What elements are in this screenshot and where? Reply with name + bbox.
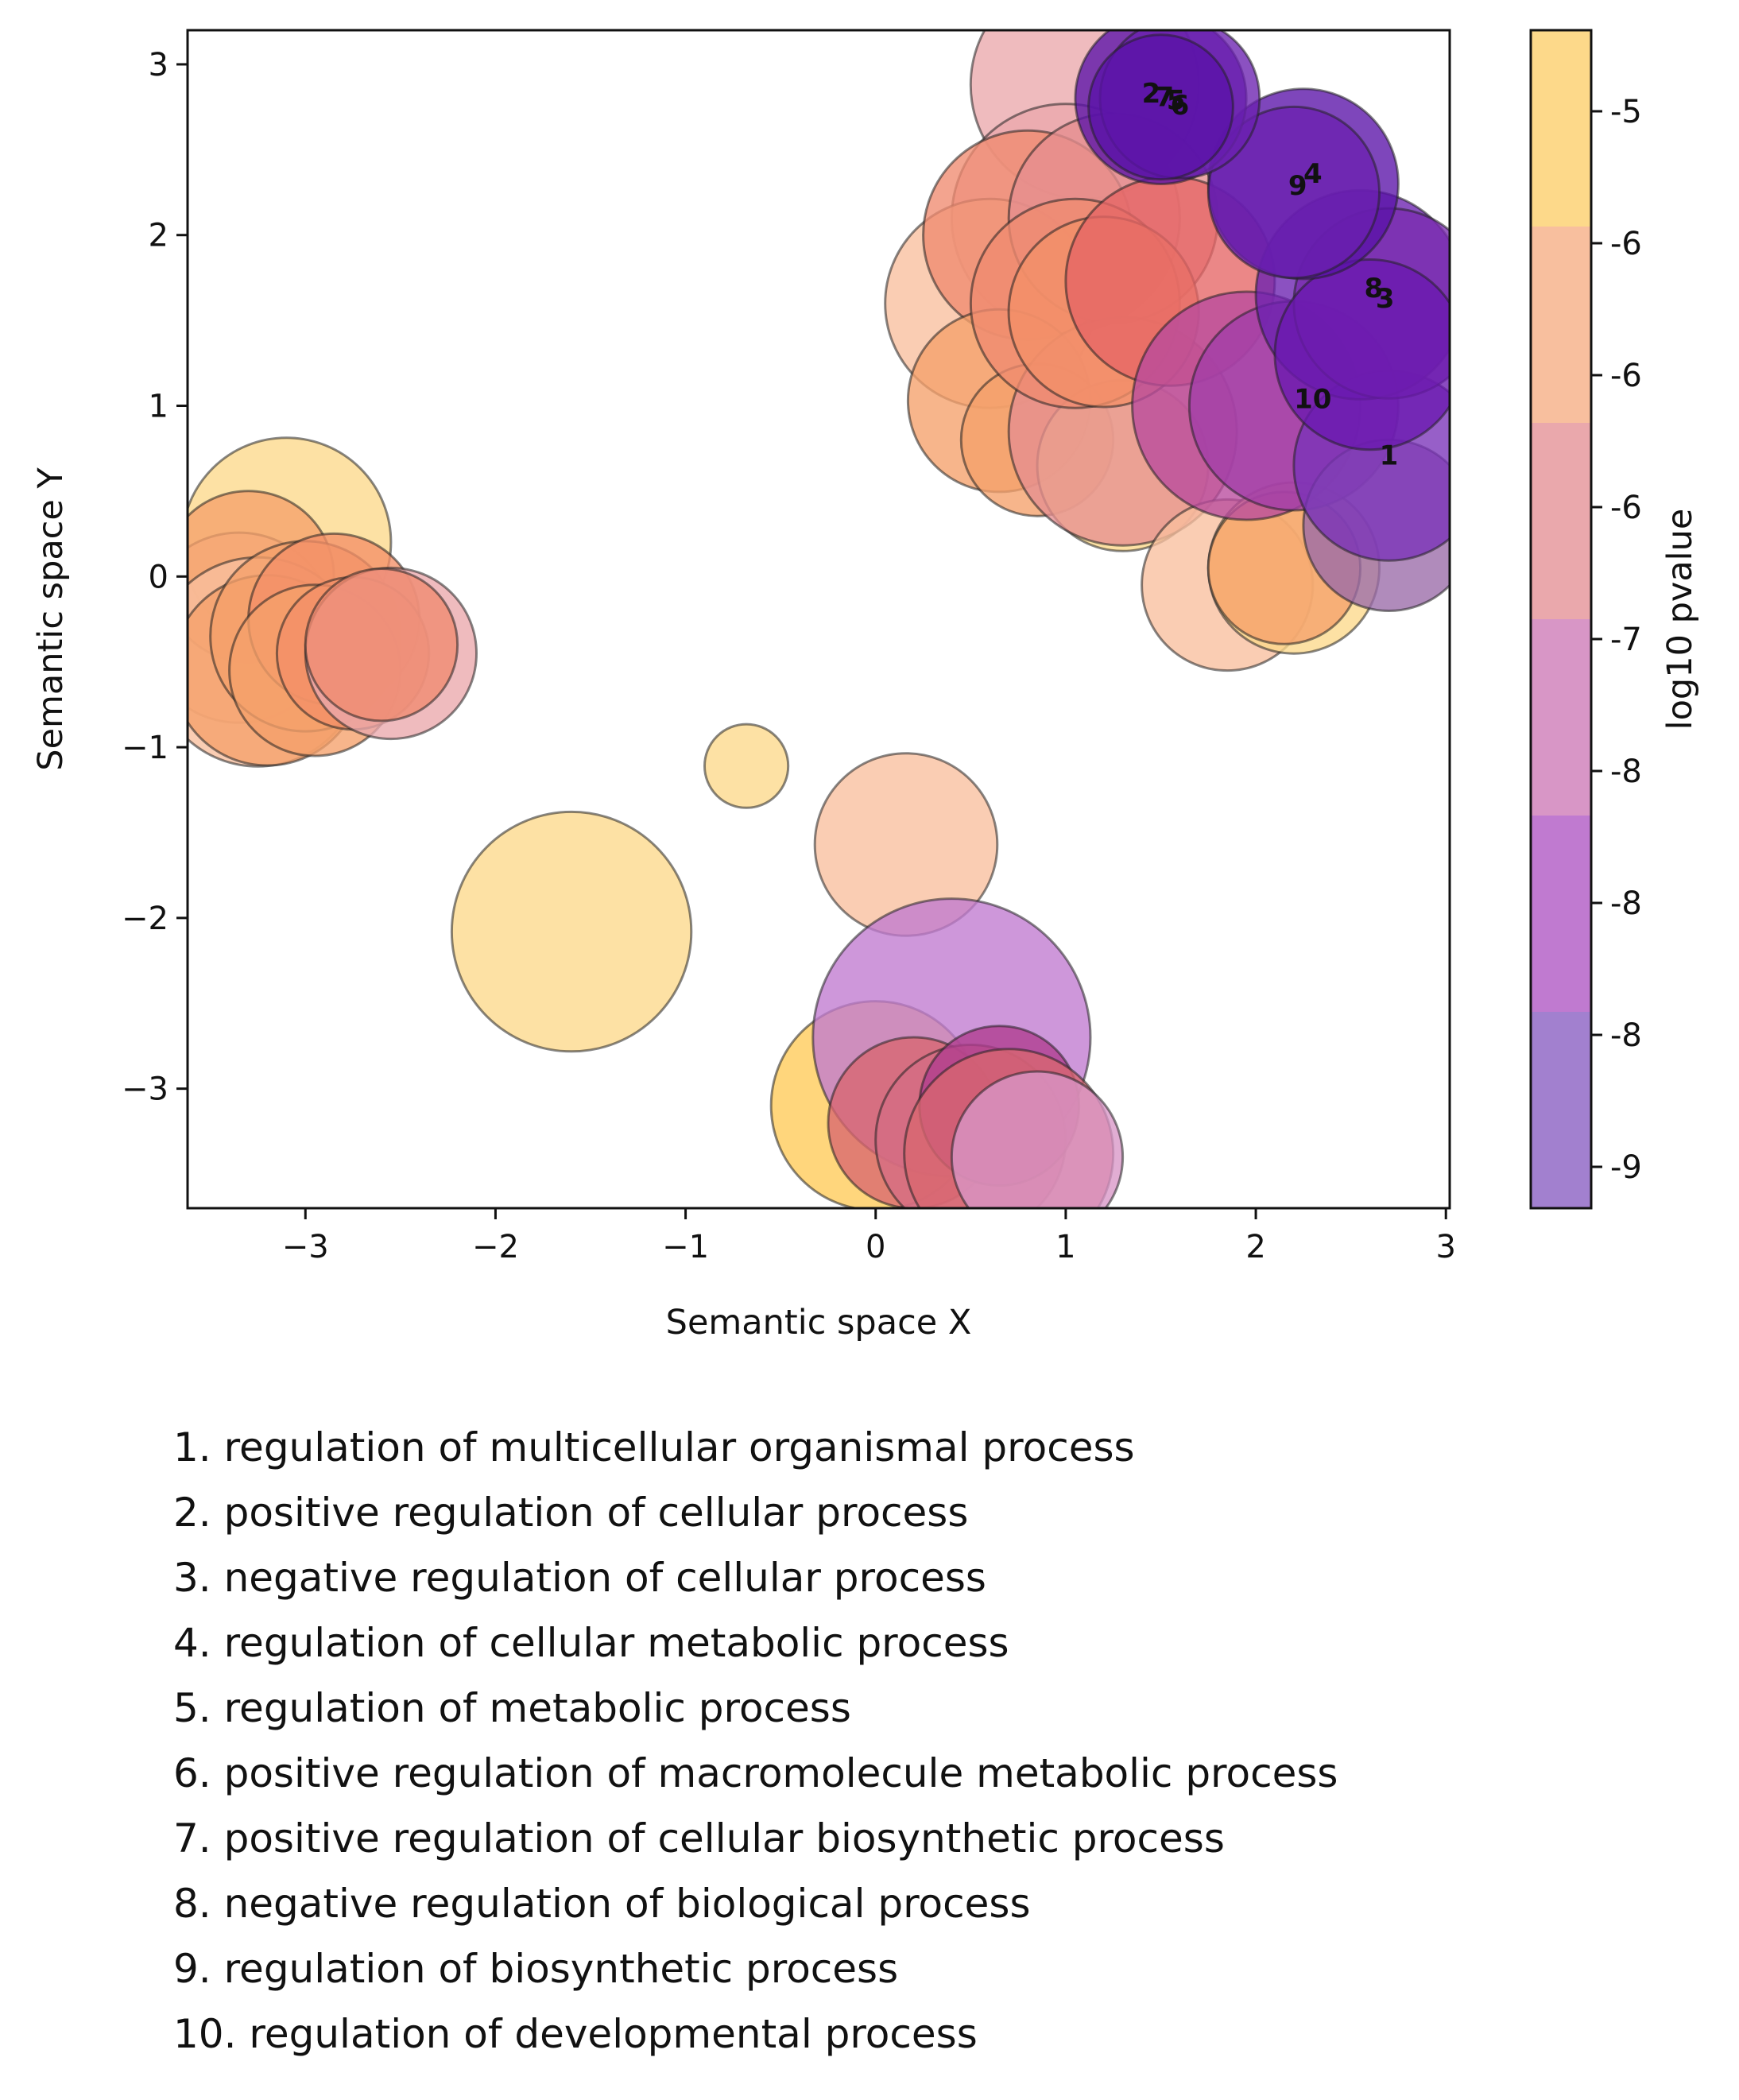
colorbar-band — [1531, 30, 1591, 227]
colorbar-band — [1531, 423, 1591, 620]
x-axis-label: Semantic space X — [666, 1303, 972, 1343]
term-number-label: 10 — [1294, 384, 1331, 416]
x-axis: −3 −2 −1 0 1 2 3 — [282, 1208, 1456, 1265]
y-axis-label: Semantic space Y — [31, 467, 71, 771]
bubble-point — [1087, 33, 1234, 181]
legend-entry: 6. positive regulation of macromolecule … — [173, 1750, 1338, 1796]
bubble-point — [703, 723, 790, 809]
term-number-labels: 1 2 3 4 567 8 9 10 — [1142, 78, 1399, 471]
legend-entry: 1. regulation of multicellular organisma… — [173, 1424, 1135, 1470]
x-tick-label: 3 — [1435, 1229, 1455, 1265]
colorbar-tick-label: -8 — [1610, 754, 1642, 790]
term-number-label: 5 — [1167, 85, 1186, 117]
y-tick-label: 0 — [149, 559, 168, 595]
term-number-label: 7 — [1155, 81, 1174, 113]
bubbles-layer — [188, 30, 1450, 1208]
colorbar-band — [1531, 619, 1591, 816]
legend-entry: 7. positive regulation of cellular biosy… — [173, 1815, 1225, 1862]
term-number-label: 2 — [1142, 78, 1161, 110]
x-tick-label: −1 — [662, 1229, 709, 1265]
term-number-label: 6 — [1171, 90, 1190, 122]
term-number-label: 8 — [1364, 273, 1383, 304]
bubble-point — [450, 810, 693, 1053]
y-tick-label: 2 — [149, 218, 168, 254]
colorbar-tick-label: -6 — [1610, 226, 1642, 262]
bubble-point — [1206, 105, 1381, 280]
x-tick-label: −2 — [472, 1229, 519, 1265]
colorbar-tick-label: -8 — [1610, 1017, 1642, 1054]
colorbar-label: log10 pvalue — [1660, 509, 1700, 730]
legend-entry: 10. regulation of developmental process — [173, 2011, 978, 2057]
colorbar-tick-label: -9 — [1610, 1149, 1642, 1186]
term-legend: 1. regulation of multicellular organisma… — [173, 1415, 1338, 2067]
term-number-label: 9 — [1288, 170, 1307, 202]
x-tick-label: 0 — [866, 1229, 885, 1265]
colorbar-tick-label: -6 — [1610, 490, 1642, 526]
y-axis: −3 −2 −1 0 1 2 3 — [122, 47, 188, 1108]
bubble-point — [1273, 258, 1450, 451]
y-tick-label: 1 — [149, 389, 168, 425]
colorbar-frame — [1529, 29, 1593, 1210]
legend-entry: 5. regulation of metabolic process — [173, 1685, 851, 1731]
colorbar-tick-label: -5 — [1610, 94, 1642, 130]
colorbar: -5 -6 -6 -6 -7 -8 -8 -8 -9 — [1529, 29, 1642, 1210]
plot-frame — [186, 29, 1451, 1210]
colorbar-band — [1531, 227, 1591, 424]
bubble-point — [304, 568, 459, 723]
colorbar-band — [1531, 1012, 1591, 1209]
colorbar-tick-label: -6 — [1610, 358, 1642, 394]
legend-entry: 2. positive regulation of cellular proce… — [173, 1490, 969, 1536]
legend-entry: 4. regulation of cellular metabolic proc… — [173, 1620, 1009, 1666]
colorbar-tick-label: -7 — [1610, 622, 1642, 658]
x-tick-label: 2 — [1245, 1229, 1265, 1265]
x-tick-label: 1 — [1055, 1229, 1075, 1265]
y-tick-label: −2 — [122, 901, 168, 937]
colorbar-band — [1531, 816, 1591, 1013]
bubble-chart: 1 2 3 4 567 8 9 10 −3 −2 −1 0 1 2 3 −3 −2 −1 0 1 2 3 Semant… — [31, 29, 1700, 1343]
x-tick-label: −3 — [282, 1229, 329, 1265]
term-number-label: 1 — [1380, 440, 1399, 472]
y-tick-label: −3 — [122, 1071, 168, 1108]
legend-entry: 8. negative regulation of biological pro… — [173, 1881, 1031, 1927]
colorbar-tick-label: -8 — [1610, 885, 1642, 922]
y-tick-label: −1 — [122, 730, 168, 766]
bubble-point — [950, 1070, 1125, 1208]
term-number-label: 4 — [1303, 158, 1323, 190]
legend-entry: 9. regulation of biosynthetic process — [173, 1946, 899, 1992]
term-number-label: 3 — [1376, 283, 1395, 315]
y-tick-label: 3 — [149, 47, 168, 83]
legend-entry: 3. negative regulation of cellular proce… — [173, 1555, 986, 1601]
